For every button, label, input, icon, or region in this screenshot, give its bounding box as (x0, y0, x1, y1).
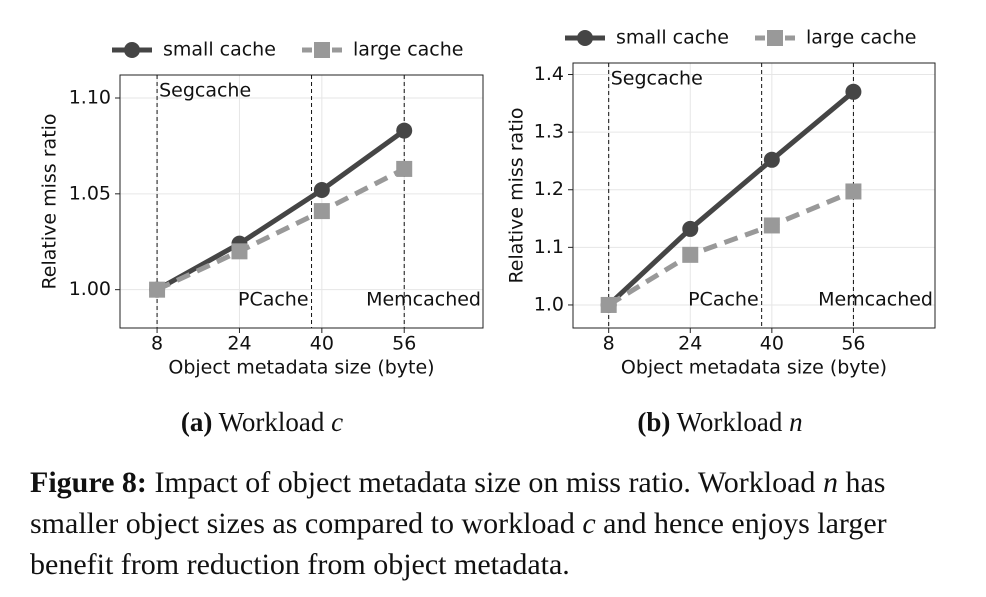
figure-caption: Figure 8: Impact of object metadata size… (30, 462, 965, 585)
legend-marker (124, 42, 140, 58)
subcaption-label: (b) (637, 407, 670, 437)
y-tick-label: 1.1 (534, 236, 564, 258)
marker (763, 151, 780, 168)
x-tick-label: 24 (227, 333, 251, 355)
subcaption-label: (a) (181, 407, 212, 437)
marker (396, 160, 413, 177)
annotation-label: Memcached (366, 289, 481, 311)
subcaption-text: Workload (219, 407, 325, 437)
x-tick-label: 40 (310, 333, 334, 355)
caption-text: Impact of object metadata size on miss r… (146, 466, 823, 499)
series-line (156, 166, 406, 292)
y-tick-label: 1.3 (534, 121, 564, 143)
marker (682, 220, 699, 237)
y-tick-label: 1.00 (69, 278, 111, 300)
series-line (606, 89, 856, 307)
marker (231, 243, 248, 260)
y-tick-label: 1.05 (69, 182, 111, 204)
subcaption-text: Workload (677, 407, 783, 437)
y-tick-label: 1.10 (69, 87, 111, 109)
x-tick-label: 8 (603, 333, 615, 355)
y-axis-label: Relative miss ratio (39, 113, 61, 289)
legend-marker (314, 42, 330, 58)
annotation-label: Segcache (159, 80, 251, 102)
caption-text: has smaller object sizes as compared to … (30, 466, 886, 540)
series-line (155, 128, 406, 292)
y-tick-label: 1.4 (534, 63, 564, 85)
plot-frame (119, 74, 484, 329)
plot-frame (572, 62, 936, 329)
x-tick-label: 56 (841, 333, 865, 355)
x-tick-label: 40 (760, 333, 784, 355)
x-tick-label: 8 (151, 333, 163, 355)
caption-text: and hence enjoys larger benefit from red… (30, 507, 887, 581)
annotation-label: PCache (688, 289, 759, 311)
x-axis-label: Object metadata size (byte) (168, 357, 434, 379)
marker (682, 246, 699, 263)
annotation-label: Memcached (818, 289, 933, 311)
x-tick-label: 24 (678, 333, 702, 355)
marker (313, 182, 330, 198)
legend-label: large cache (806, 27, 916, 49)
x-tick-label: 56 (392, 333, 416, 355)
subcaption-var: n (789, 407, 803, 437)
annotation-label: PCache (238, 289, 309, 311)
marker (313, 203, 330, 220)
marker (845, 83, 862, 100)
figure: 1.00 1.05 1.10 8 24 40 56 Segcache PCache Memcach… (39, 27, 936, 437)
caption-label: Figure 8: (30, 466, 147, 499)
y-tick-label: 1.0 (534, 293, 564, 315)
series-line (607, 189, 855, 308)
legend-marker (577, 30, 593, 46)
subcaption: (b) Workload n (637, 407, 802, 437)
subcaption-var: c (331, 407, 343, 437)
annotation-label: Segcache (611, 68, 703, 90)
marker (763, 217, 780, 234)
y-tick-label: 1.2 (534, 178, 564, 200)
caption-var: c (582, 507, 596, 540)
subcaption: (a) Workload c (181, 407, 343, 437)
x-axis-label: Object metadata size (byte) (621, 357, 887, 379)
marker (600, 296, 617, 313)
marker (149, 281, 166, 298)
marker (396, 122, 413, 139)
legend-label: small cache (163, 39, 276, 61)
legend-label: small cache (616, 27, 729, 49)
legend-marker (767, 30, 783, 46)
y-axis-label: Relative miss ratio (506, 107, 528, 283)
caption-var: n (822, 466, 838, 499)
marker (845, 183, 862, 200)
legend-label: large cache (353, 39, 463, 61)
